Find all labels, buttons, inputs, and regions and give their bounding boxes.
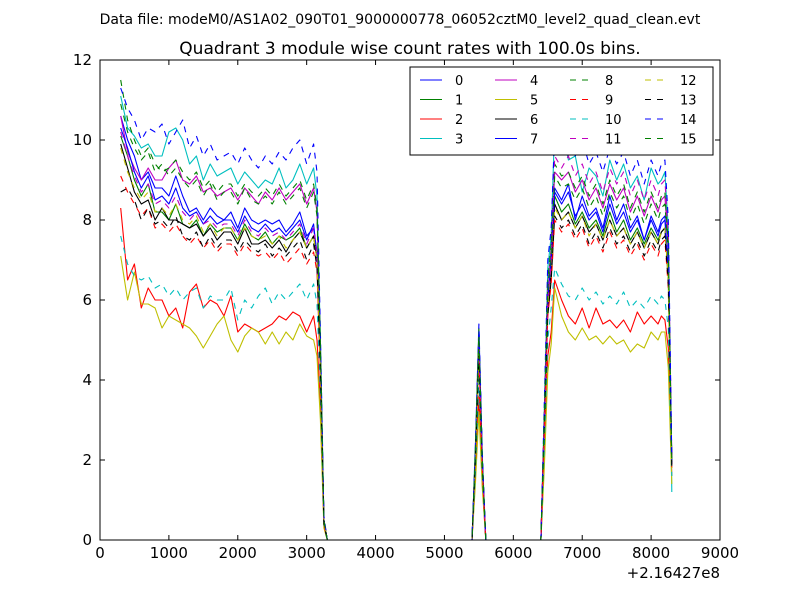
legend-label-1: 1 (455, 94, 463, 109)
y-tick-label: 10 (73, 131, 92, 149)
legend-label-12: 12 (680, 74, 697, 89)
x-tick-label: 9000 (701, 544, 739, 562)
y-tick-label: 12 (73, 51, 92, 69)
x-axis-offset-label: +2.16427e8 (627, 564, 720, 582)
y-tick-label: 8 (82, 211, 92, 229)
x-tick-label: 3000 (288, 544, 326, 562)
series-line-15 (120, 103, 673, 540)
series-line-2 (120, 207, 673, 540)
y-tick-label: 0 (82, 531, 92, 549)
legend-label-0: 0 (455, 74, 463, 89)
series-line-1 (120, 135, 673, 540)
x-tick-label: 0 (95, 544, 105, 562)
x-tick-label: 2000 (219, 544, 257, 562)
legend-label-4: 4 (530, 74, 538, 89)
y-tick-label: 4 (82, 371, 92, 389)
series-line-6 (120, 143, 673, 540)
chart-title: Quadrant 3 module wise count rates with … (179, 39, 640, 59)
legend-label-6: 6 (530, 113, 538, 128)
legend-label-9: 9 (605, 94, 613, 109)
legend-label-3: 3 (455, 133, 463, 148)
x-tick-label: 8000 (632, 544, 670, 562)
x-tick-label: 5000 (425, 544, 463, 562)
series-line-8 (120, 79, 673, 540)
legend-label-14: 14 (680, 113, 697, 128)
legend-label-13: 13 (680, 94, 697, 109)
x-tick-label: 1000 (150, 544, 188, 562)
x-tick-label: 7000 (563, 544, 601, 562)
legend-label-7: 7 (530, 133, 538, 148)
legend-label-2: 2 (455, 113, 463, 128)
x-tick-label: 6000 (494, 544, 532, 562)
series-line-7 (120, 127, 673, 540)
series-line-10 (120, 235, 673, 540)
plot-area (120, 79, 673, 540)
legend-label-11: 11 (605, 133, 622, 148)
legend-label-8: 8 (605, 74, 613, 89)
series-line-13 (120, 187, 673, 540)
series-group (120, 79, 673, 540)
y-tick-label: 6 (82, 291, 92, 309)
legend-box (409, 66, 714, 156)
series-line-12 (120, 147, 673, 540)
series-line-0 (120, 115, 673, 540)
series-line-9 (120, 175, 673, 540)
legend-label-15: 15 (680, 133, 697, 148)
x-tick-label: 4000 (356, 544, 394, 562)
y-tick-label: 2 (82, 451, 92, 469)
axes: 0 1000 2000 3000 4000 5000 6000 7000 8000 9000 0 2 4… (73, 51, 739, 562)
legend-label-5: 5 (530, 94, 538, 109)
figure-suptitle: Data file: modeM0/AS1A02_090T01_90000007… (100, 12, 701, 28)
legend-label-10: 10 (605, 113, 622, 128)
series-line-4 (120, 115, 673, 540)
series-line-5 (120, 255, 673, 540)
